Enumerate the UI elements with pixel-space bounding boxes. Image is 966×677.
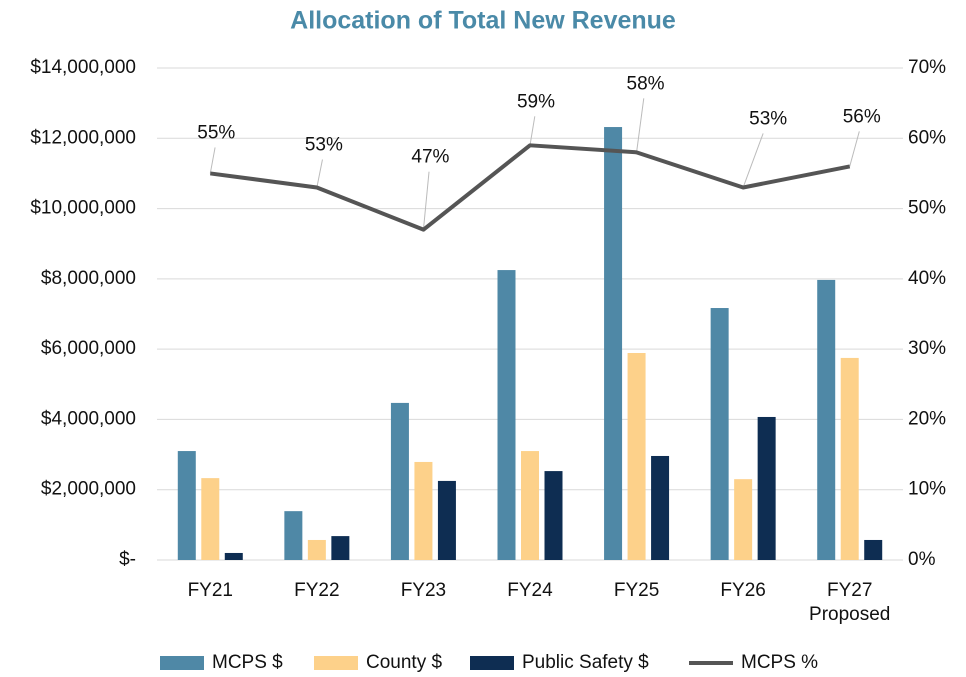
x-tick-label: FY24	[507, 580, 553, 601]
legend-swatch	[314, 656, 358, 670]
data-label: 59%	[517, 91, 555, 112]
x-tick-label: FY26	[720, 580, 766, 601]
legend-label: MCPS $	[212, 652, 283, 673]
bar	[201, 478, 220, 560]
leader-line	[849, 131, 860, 167]
y2-tick-label: 70%	[908, 57, 946, 78]
data-label: 55%	[197, 122, 235, 143]
bar	[757, 416, 776, 560]
bar	[414, 461, 433, 560]
bar	[864, 539, 883, 560]
leader-line	[529, 116, 536, 146]
x-tick-label: FY23	[400, 580, 447, 601]
y-tick-label: $2,000,000	[41, 479, 136, 500]
legend-swatch	[160, 656, 204, 670]
y-tick-label: $-	[119, 549, 136, 570]
y-tick-label: $10,000,000	[30, 198, 136, 219]
leader-line	[209, 147, 216, 174]
bar	[177, 451, 196, 560]
bar	[390, 402, 409, 560]
bar	[284, 511, 303, 560]
y2-tick-label: 10%	[908, 479, 946, 500]
x-tick-label: FY22	[294, 580, 340, 601]
y2-tick-label: 0%	[908, 549, 936, 570]
legend-swatch	[470, 656, 514, 670]
x-tick-label: FY27 Proposed	[809, 580, 891, 625]
line	[210, 143, 851, 232]
data-label: 58%	[627, 73, 665, 94]
y-tick-label: $8,000,000	[41, 268, 136, 289]
bar	[497, 270, 516, 560]
y-tick-label: $6,000,000	[41, 338, 136, 359]
y2-tick-label: 40%	[908, 268, 946, 289]
bar	[734, 479, 753, 560]
bar	[521, 451, 539, 560]
bar	[331, 536, 350, 560]
y-tick-label: $14,000,000	[30, 57, 136, 78]
y-tick-label: $12,000,000	[30, 127, 136, 148]
bar	[307, 539, 326, 560]
bar	[710, 308, 729, 560]
legend-label: MCPS %	[741, 652, 818, 673]
leader-line	[422, 171, 430, 230]
y2-tick-label: 50%	[908, 198, 946, 219]
bar	[544, 471, 563, 560]
legend-label: County $	[366, 652, 442, 673]
y2-tick-label: 60%	[908, 127, 946, 148]
bar	[604, 127, 623, 560]
y2-tick-label: 30%	[908, 338, 946, 359]
bar	[224, 552, 243, 560]
data-label: 53%	[749, 109, 787, 130]
bar	[627, 353, 646, 560]
data-label: 53%	[305, 135, 343, 156]
y2-tick-label: 20%	[908, 408, 946, 429]
x-tick-label: FY21	[187, 580, 233, 601]
leader-line	[316, 159, 323, 188]
y-tick-label: $4,000,000	[41, 408, 136, 429]
bar	[651, 455, 670, 560]
legend-label: Public Safety $	[522, 652, 649, 673]
bar	[437, 480, 456, 560]
data-label: 47%	[411, 147, 449, 168]
chart-title: Allocation of Total New Revenue	[290, 7, 676, 35]
bar	[817, 279, 836, 560]
x-tick-label: FY25	[613, 580, 660, 601]
data-label: 56%	[843, 106, 881, 127]
bar	[840, 357, 859, 560]
leader-line	[636, 98, 645, 153]
leader-line	[742, 133, 764, 188]
